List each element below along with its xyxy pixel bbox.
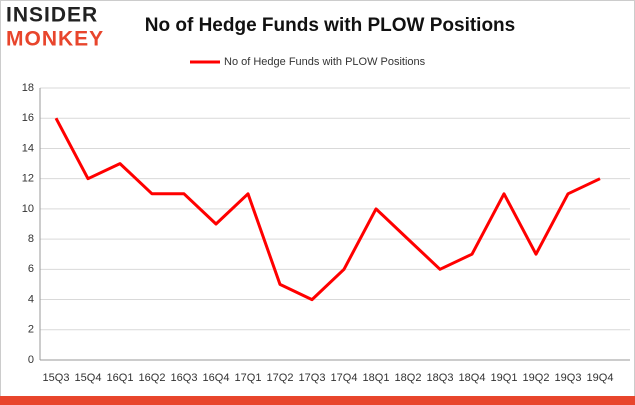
- x-tick-label: 17Q3: [299, 372, 326, 384]
- x-tick-label: 17Q1: [235, 372, 262, 384]
- y-tick-label: 2: [28, 324, 34, 336]
- y-tick-label: 0: [28, 354, 34, 366]
- x-tick-label: 18Q2: [395, 372, 422, 384]
- footer-bar: [0, 396, 635, 405]
- y-tick-label: 16: [22, 112, 34, 124]
- y-tick-label: 10: [22, 203, 34, 215]
- x-tick-label: 16Q1: [107, 372, 134, 384]
- x-tick-label: 19Q3: [555, 372, 582, 384]
- x-tick-label: 17Q2: [267, 372, 294, 384]
- y-tick-label: 12: [22, 173, 34, 185]
- x-tick-label: 19Q4: [587, 372, 614, 384]
- x-tick-label: 19Q1: [491, 372, 518, 384]
- y-tick-label: 4: [28, 293, 34, 305]
- x-tick-label: 16Q4: [203, 372, 230, 384]
- x-tick-label: 18Q1: [363, 372, 390, 384]
- x-tick-label: 16Q2: [139, 372, 166, 384]
- x-tick-label: 18Q3: [427, 372, 454, 384]
- y-tick-label: 6: [28, 263, 34, 275]
- y-tick-label: 18: [22, 82, 34, 94]
- logo-top: INSIDER: [6, 4, 98, 27]
- logo-bottom: MONKEY: [6, 28, 104, 51]
- x-tick-label: 16Q3: [171, 372, 198, 384]
- legend-label: No of Hedge Funds with PLOW Positions: [224, 56, 426, 68]
- x-tick-label: 18Q4: [459, 372, 486, 384]
- chart-title: No of Hedge Funds with PLOW Positions: [145, 15, 515, 36]
- data-line: [54, 117, 601, 302]
- x-tick-label: 17Q4: [331, 372, 358, 384]
- y-tick-label: 8: [28, 233, 34, 245]
- y-tick-label: 14: [22, 142, 34, 154]
- x-tick-label: 19Q2: [523, 372, 550, 384]
- x-tick-label: 15Q3: [43, 372, 70, 384]
- x-tick-label: 15Q4: [75, 372, 102, 384]
